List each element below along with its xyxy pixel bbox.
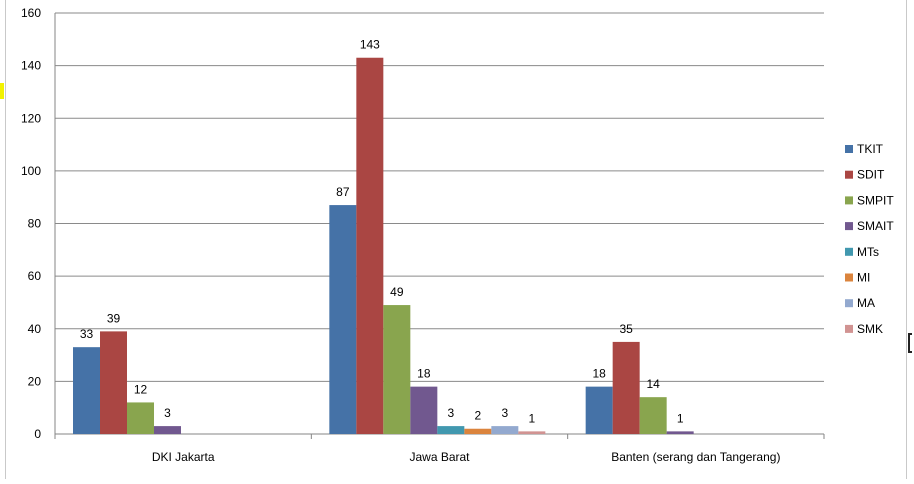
sheet-edge-right	[906, 0, 907, 479]
bar-smait-0	[154, 426, 181, 434]
data-label-tkit-2: 18	[592, 367, 606, 381]
data-label-smpit-2: 14	[646, 377, 660, 391]
y-tick-label-140: 140	[21, 59, 41, 73]
legend-label-mi: MI	[857, 271, 870, 285]
bar-tkit-0	[73, 347, 100, 434]
legend-label-mts: MTs	[857, 245, 879, 259]
bar-smpit-2	[639, 397, 667, 434]
data-label-sdit-0: 39	[107, 311, 121, 325]
legend-label-sdit: SDIT	[857, 168, 885, 182]
y-tick-label-80: 80	[28, 217, 42, 231]
legend-swatch-smk	[845, 324, 853, 333]
y-tick-label-100: 100	[21, 164, 41, 178]
legend-swatch-ma	[845, 299, 853, 308]
data-label-ma-1: 3	[501, 406, 508, 420]
bar-ma-1	[491, 426, 519, 434]
data-label-tkit-1: 87	[336, 185, 350, 199]
bar-tkit-2	[585, 386, 613, 434]
legend-label-ma: MA	[857, 296, 875, 310]
legend-swatch-sdit	[845, 170, 853, 179]
data-label-smait-1: 18	[417, 367, 431, 381]
x-tick-label-2: Banten (serang dan Tangerang)	[611, 450, 780, 464]
data-label-mts-1: 3	[447, 406, 454, 420]
bar-smk-1	[518, 431, 546, 434]
data-label-tkit-0: 33	[80, 327, 94, 341]
legend-swatch-smait	[845, 222, 853, 231]
data-label-smait-2: 1	[677, 411, 684, 425]
bar-sdit-2	[612, 341, 640, 434]
y-tick-label-20: 20	[28, 374, 42, 388]
data-label-smait-0: 3	[164, 406, 171, 420]
legend-swatch-smpit	[845, 196, 853, 205]
data-label-smk-1: 1	[528, 411, 535, 425]
bar-mi-1	[464, 428, 492, 434]
legend-label-smk: SMK	[857, 322, 883, 336]
bar-sdit-1	[356, 57, 384, 434]
cell-highlight-mark	[0, 83, 4, 99]
legend-swatch-mts	[845, 247, 853, 256]
bar-smait-2	[666, 431, 694, 434]
data-label-sdit-2: 35	[619, 322, 633, 336]
data-label-smpit-0: 12	[134, 382, 148, 396]
legend-swatch-tkit	[845, 145, 853, 153]
y-tick-label-40: 40	[28, 322, 42, 336]
selection-bracket	[908, 333, 912, 353]
data-label-sdit-1: 143	[360, 38, 380, 52]
bar-smait-1	[410, 386, 438, 434]
y-tick-label-120: 120	[21, 111, 41, 125]
x-tick-label-0: DKI Jakarta	[152, 450, 215, 464]
legend-swatch-mi	[845, 273, 853, 282]
data-label-smpit-1: 49	[390, 285, 404, 299]
y-tick-label-60: 60	[28, 269, 42, 283]
bar-smpit-0	[127, 402, 154, 434]
bar-smpit-1	[383, 305, 411, 434]
legend-label-smait: SMAIT	[857, 219, 894, 233]
data-label-mi-1: 2	[474, 409, 481, 423]
bar-tkit-1	[329, 205, 357, 434]
y-tick-label-0: 0	[34, 427, 41, 441]
y-tick-label-160: 160	[21, 6, 41, 20]
sheet-edge-left	[5, 0, 6, 479]
bar-sdit-0	[100, 331, 127, 434]
legend-label-tkit: TKIT	[857, 142, 884, 156]
legend-label-smpit: SMPIT	[857, 193, 894, 207]
x-tick-label-1: Jawa Barat	[409, 450, 470, 464]
bar-mts-1	[437, 426, 465, 434]
